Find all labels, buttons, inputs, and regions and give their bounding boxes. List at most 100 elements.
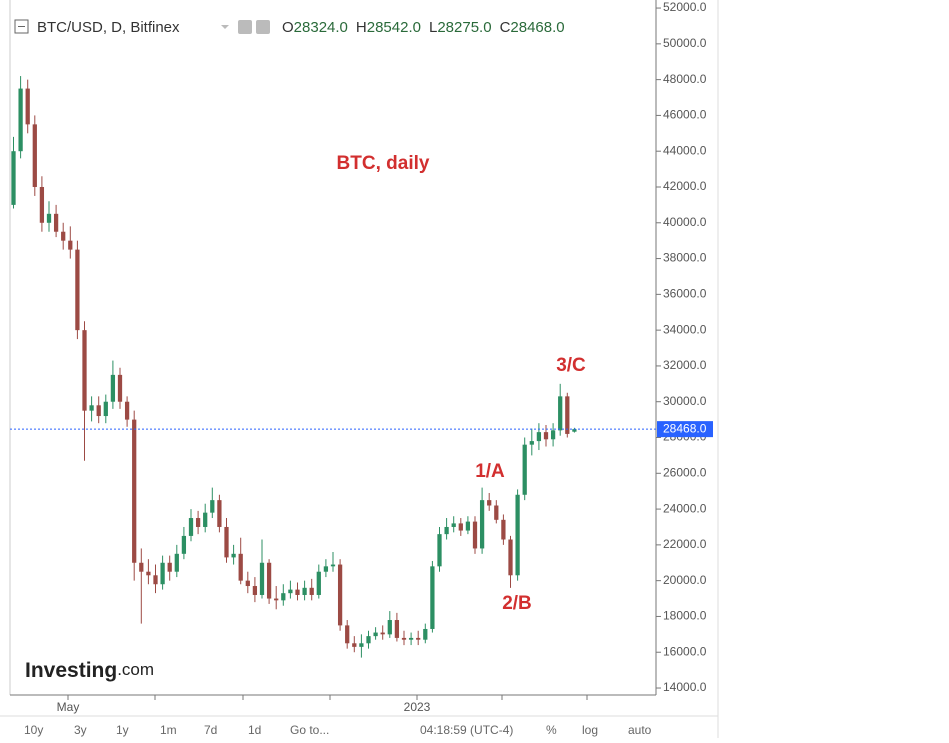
watermark-brand: Investing xyxy=(25,659,117,682)
y-tick-label: 26000.0 xyxy=(663,465,707,479)
candle-body xyxy=(188,518,194,536)
ohlc-header: O28324.0 H28542.0 L28275.0 C28468.0 xyxy=(282,19,565,36)
last-price-tag xyxy=(657,421,713,438)
candle-body xyxy=(337,564,343,626)
y-tick-label: 18000.0 xyxy=(663,609,707,623)
candle-body xyxy=(217,500,222,527)
candle-body xyxy=(295,589,300,595)
low-value: 28275.0 xyxy=(437,19,491,36)
y-tick-label: 16000.0 xyxy=(663,644,707,658)
toolbar-item[interactable]: 1m xyxy=(160,723,177,737)
y-tick-label: 50000.0 xyxy=(663,36,707,50)
candle-body xyxy=(330,564,336,567)
y-tick-label: 30000.0 xyxy=(663,394,707,408)
candle-body xyxy=(345,625,350,644)
open-label: O xyxy=(282,19,294,36)
candle-body xyxy=(366,636,371,644)
candle-body xyxy=(110,374,116,402)
toolbar-item[interactable]: 04:18:59 (UTC-4) xyxy=(420,723,513,737)
candle-body xyxy=(89,405,94,411)
toolbar-item[interactable]: 7d xyxy=(204,723,217,737)
candle-body xyxy=(494,505,499,520)
candle-body xyxy=(281,593,286,601)
y-tick-label: 44000.0 xyxy=(663,143,707,157)
dropdown-arrow[interactable] xyxy=(221,25,229,29)
candle-body xyxy=(437,534,442,567)
candle-body xyxy=(11,151,16,205)
y-tick-label: 24000.0 xyxy=(663,501,707,515)
y-tick-label: 38000.0 xyxy=(663,251,707,265)
candle-body xyxy=(458,523,463,531)
annotation: 2/B xyxy=(502,593,532,614)
candle-body xyxy=(61,231,66,241)
annotation: BTC, daily xyxy=(337,153,430,174)
watermark: Investing.com xyxy=(25,659,154,682)
toolbar-item[interactable]: auto xyxy=(628,723,652,737)
candle-body xyxy=(501,519,506,540)
candle-body xyxy=(522,444,527,495)
toolbar-item[interactable]: 3y xyxy=(74,723,87,737)
candle-body xyxy=(529,441,534,445)
candle-body xyxy=(75,249,80,331)
candle-body xyxy=(160,562,165,585)
candle-body xyxy=(444,526,449,535)
y-tick-label: 52000.0 xyxy=(663,0,707,14)
candle-body xyxy=(274,598,279,601)
candle-body xyxy=(401,637,407,640)
x-tick-label: 2023 xyxy=(404,700,431,714)
candle-body xyxy=(380,632,385,635)
candle-body xyxy=(82,330,87,411)
eye-icon[interactable] xyxy=(238,20,252,34)
candle-body xyxy=(416,637,421,640)
annotation: 1/A xyxy=(475,461,505,482)
candle-body xyxy=(423,628,428,640)
y-tick-label: 34000.0 xyxy=(663,322,707,336)
candle-body xyxy=(394,620,400,638)
candle-body xyxy=(46,213,52,223)
candle-body xyxy=(96,405,101,417)
candle-body xyxy=(302,587,307,595)
candle-body xyxy=(536,432,542,442)
candle-body xyxy=(32,124,37,187)
y-tick-label: 36000.0 xyxy=(663,287,707,301)
toolbar-item[interactable]: log xyxy=(582,723,598,737)
candle-body xyxy=(515,494,520,576)
toolbar-item[interactable]: 1y xyxy=(116,723,129,737)
candle-body xyxy=(288,589,293,594)
settings-icon[interactable] xyxy=(256,20,270,34)
y-tick-label: 40000.0 xyxy=(663,215,707,229)
toolbar-item[interactable]: Go to... xyxy=(290,723,329,737)
candle-body xyxy=(25,88,30,125)
y-tick-label: 20000.0 xyxy=(663,573,707,587)
toolbar-item[interactable]: 1d xyxy=(248,723,261,737)
candle-body xyxy=(472,521,478,549)
candle-body xyxy=(323,566,329,572)
y-tick-label: 48000.0 xyxy=(663,72,707,86)
collapse-icon[interactable] xyxy=(14,19,29,34)
candle-body xyxy=(153,575,158,585)
last-price-label: 28468.0 xyxy=(663,421,707,435)
candle-body xyxy=(181,535,187,554)
toolbar-item[interactable]: % xyxy=(546,723,557,737)
symbol-title: BTC/USD, D, Bitfinex xyxy=(37,19,180,36)
y-tick-label: 14000.0 xyxy=(663,680,707,694)
candle-body xyxy=(558,396,563,431)
candle-body xyxy=(174,553,179,572)
high-value: 28542.0 xyxy=(367,19,421,36)
candle-body xyxy=(451,523,456,527)
close-label: C xyxy=(500,19,511,36)
candle-body xyxy=(231,553,236,558)
candle-body xyxy=(132,419,137,563)
candle-body xyxy=(245,580,250,587)
toolbar-item[interactable]: 10y xyxy=(24,723,43,737)
candle-body xyxy=(550,430,556,440)
candle-body xyxy=(543,432,549,440)
x-tick-label: May xyxy=(57,700,80,714)
candle-body xyxy=(167,562,172,572)
candle-body xyxy=(479,500,485,549)
candle-body xyxy=(124,401,130,420)
candle-body xyxy=(572,429,577,432)
candle-body xyxy=(373,632,378,637)
